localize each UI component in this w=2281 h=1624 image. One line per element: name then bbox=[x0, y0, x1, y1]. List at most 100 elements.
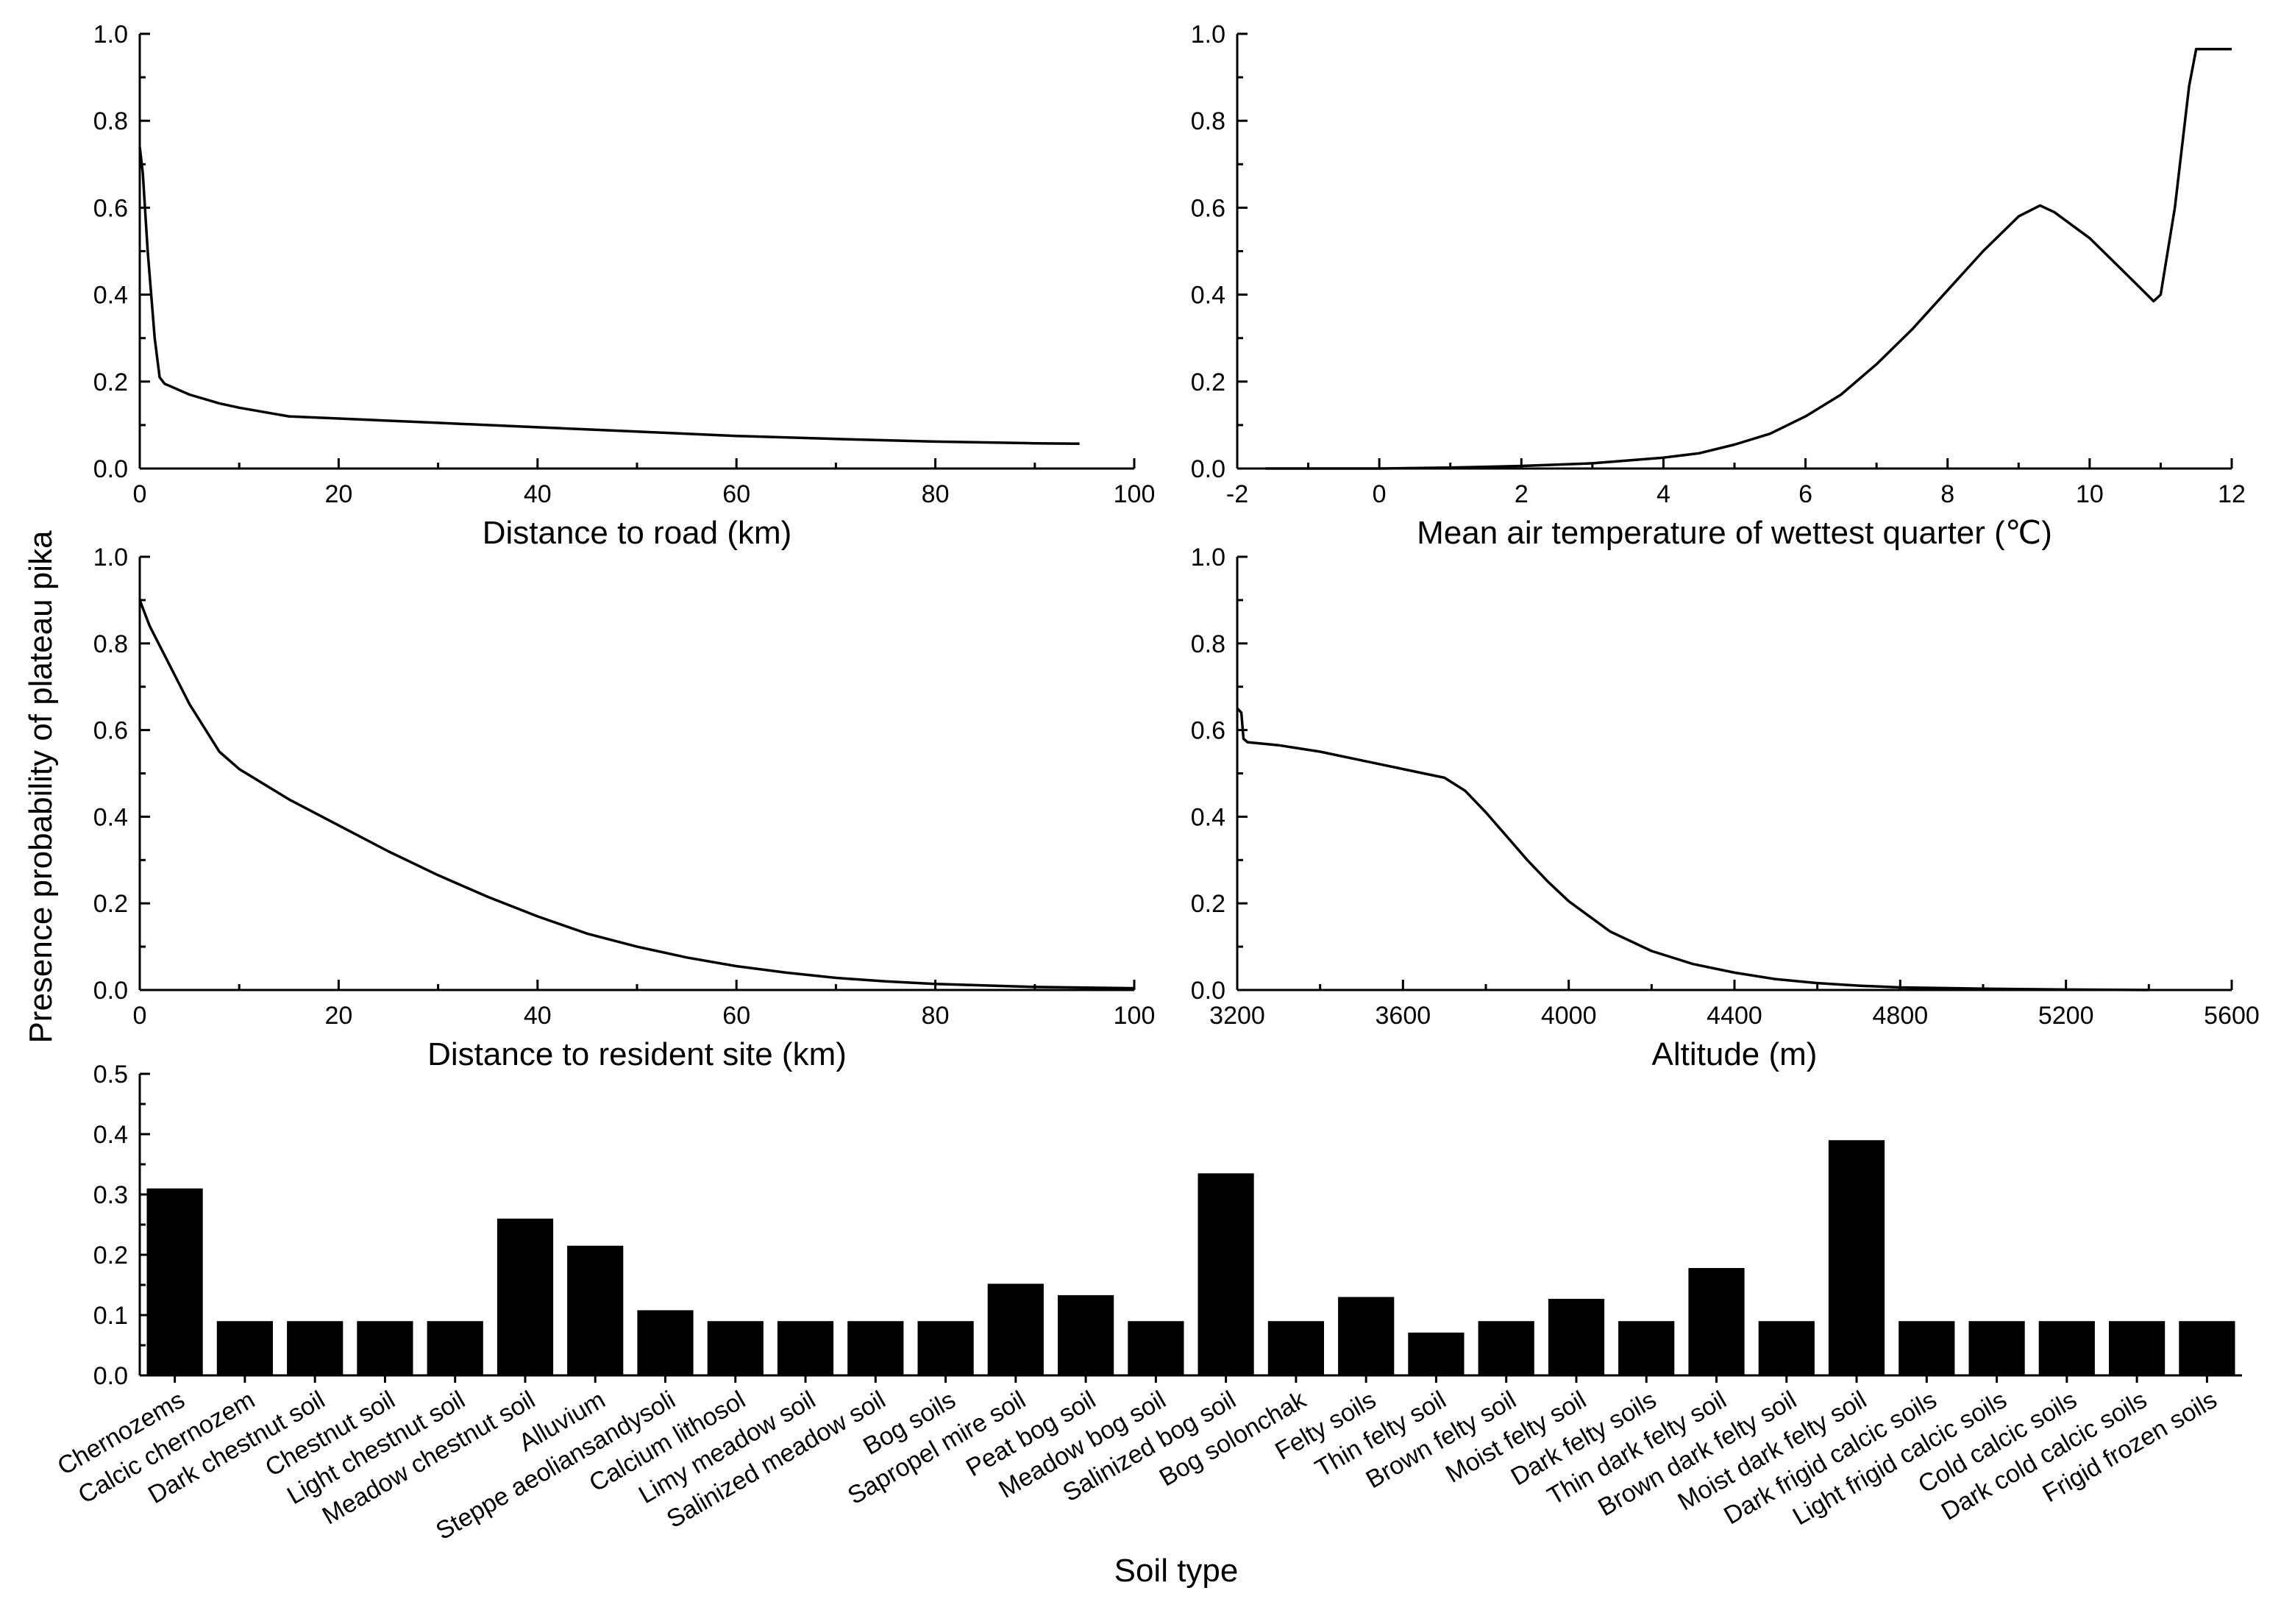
bar-10 bbox=[777, 1321, 834, 1375]
bar-15 bbox=[1128, 1321, 1184, 1375]
y-tick-label: 0.2 bbox=[93, 368, 128, 396]
bar-4 bbox=[357, 1321, 413, 1375]
x-tick-label: 4800 bbox=[1873, 1002, 1929, 1030]
x-axis-title: Distance to road (km) bbox=[483, 515, 792, 551]
bar-5 bbox=[427, 1321, 483, 1375]
bar-29 bbox=[2109, 1321, 2166, 1375]
y-tick-label: 0.0 bbox=[93, 977, 128, 1005]
bar-17 bbox=[1267, 1321, 1324, 1375]
y-tick-label: 0.0 bbox=[1191, 977, 1225, 1005]
y-tick-label: 0.4 bbox=[1191, 803, 1225, 831]
y-tick-label: 0.6 bbox=[1191, 717, 1225, 745]
x-tick-label: 2 bbox=[1515, 480, 1529, 508]
x-tick-label: 3200 bbox=[1209, 1002, 1265, 1030]
y-tick-label: 0.6 bbox=[1191, 194, 1225, 222]
y-tick-label: 0.6 bbox=[93, 194, 128, 222]
x-tick-label: 3600 bbox=[1376, 1002, 1431, 1030]
y-tick-label: 0.4 bbox=[93, 282, 128, 310]
y-tick-label: 0.3 bbox=[93, 1181, 128, 1209]
bar-9 bbox=[707, 1321, 764, 1375]
y-tick-label: 0.4 bbox=[93, 1121, 128, 1149]
y-tick-label: 0.2 bbox=[1191, 890, 1225, 918]
x-axis-title: Mean air temperature of wettest quarter … bbox=[1417, 515, 2052, 551]
x-tick-label: -2 bbox=[1226, 480, 1248, 508]
bar-19 bbox=[1408, 1332, 1465, 1375]
x-tick-label: 80 bbox=[922, 480, 950, 508]
y-tick-label: 0.0 bbox=[93, 1362, 128, 1390]
bar-12 bbox=[917, 1321, 974, 1375]
x-tick-label: 5200 bbox=[2038, 1002, 2094, 1030]
y-tick-label: 0.0 bbox=[93, 455, 128, 483]
x-tick-label: 40 bbox=[524, 480, 552, 508]
x-tick-label: 8 bbox=[1940, 480, 1954, 508]
x-tick-label: 4000 bbox=[1541, 1002, 1597, 1030]
x-tick-label: 20 bbox=[324, 480, 352, 508]
y-tick-label: 1.0 bbox=[93, 21, 128, 49]
x-tick-label: 100 bbox=[1114, 480, 1156, 508]
x-tick-label: 60 bbox=[722, 1002, 750, 1030]
y-tick-label: 0.8 bbox=[93, 107, 128, 135]
y-tick-label: 0.2 bbox=[1191, 368, 1225, 396]
bar-24 bbox=[1758, 1321, 1815, 1375]
bar-14 bbox=[1058, 1294, 1114, 1375]
bar-28 bbox=[2038, 1321, 2095, 1375]
bar-2 bbox=[216, 1321, 273, 1375]
y-tick-label: 0.8 bbox=[93, 630, 128, 658]
x-tick-label: 20 bbox=[324, 1002, 352, 1030]
bar-22 bbox=[1618, 1321, 1675, 1375]
x-tick-label: 6 bbox=[1798, 480, 1812, 508]
bar-1 bbox=[146, 1188, 203, 1375]
x-tick-label: 40 bbox=[524, 1002, 552, 1030]
panel-altitude: 3200 3600 4000 4400 4800 5200 5600 0.0 0.2 0.4 0.6… bbox=[1191, 544, 2260, 1072]
x-tick-label: 60 bbox=[722, 480, 750, 508]
y-tick-label: 1.0 bbox=[93, 544, 128, 571]
x-tick-label: 0 bbox=[1373, 480, 1387, 508]
x-tick-label: 0 bbox=[133, 1002, 147, 1030]
bar-21 bbox=[1548, 1298, 1605, 1375]
x-tick-label: 12 bbox=[2218, 480, 2246, 508]
y-tick-label: 0.2 bbox=[93, 1242, 128, 1269]
series-line-resident bbox=[138, 599, 1135, 990]
y-tick-label: 1.0 bbox=[1191, 21, 1225, 49]
x-tick-label: 0 bbox=[133, 480, 147, 508]
y-tick-label: 0.5 bbox=[93, 1061, 128, 1089]
x-tick-label: 4 bbox=[1657, 480, 1670, 508]
bar-11 bbox=[847, 1321, 904, 1375]
bar-27 bbox=[1968, 1321, 2025, 1375]
y-tick-label: 0.0 bbox=[1191, 455, 1225, 483]
bar-20 bbox=[1478, 1321, 1534, 1375]
x-tick-label: 10 bbox=[2076, 480, 2104, 508]
y-tick-label: 0.8 bbox=[1191, 630, 1225, 658]
panel-road: 0 20 40 60 80 100 0.0 0.2 0.4 0.6 0.8 1.0 Distance t… bbox=[93, 21, 1156, 551]
bar-7 bbox=[567, 1245, 624, 1375]
series-line-temperature bbox=[1265, 47, 2232, 470]
bar-18 bbox=[1338, 1297, 1395, 1375]
x-axis-title: Altitude (m) bbox=[1652, 1036, 1818, 1072]
panel-temperature: -2 0 2 4 6 8 10 12 0.0 0.2 0.4 0.6 0.8 1.0 Mean air te… bbox=[1191, 21, 2246, 551]
x-tick-label: 80 bbox=[922, 1002, 950, 1030]
y-tick-label: 0.4 bbox=[93, 803, 128, 831]
x-tick-label: 100 bbox=[1114, 1002, 1156, 1030]
y-tick-label: 1.0 bbox=[1191, 544, 1225, 571]
y-tick-label: 0.6 bbox=[93, 717, 128, 745]
bar-16 bbox=[1198, 1173, 1254, 1375]
x-axis-title: Soil type bbox=[1114, 1553, 1239, 1589]
shared-y-axis-label: Presence probability of plateau pika bbox=[23, 530, 59, 1044]
bar-6 bbox=[497, 1218, 554, 1375]
x-tick-label: 5600 bbox=[2204, 1002, 2260, 1030]
bar-25 bbox=[1828, 1140, 1885, 1375]
bar-13 bbox=[987, 1283, 1044, 1375]
bar-30 bbox=[2179, 1321, 2235, 1375]
y-tick-label: 0.2 bbox=[93, 890, 128, 918]
series-line-altitude bbox=[1236, 707, 2149, 991]
x-tick-label: 4400 bbox=[1707, 1002, 1762, 1030]
panel-resident: 0 20 40 60 80 100 0.0 0.2 0.4 0.6 0.8 1.0 Distance t… bbox=[93, 544, 1156, 1072]
bar-8 bbox=[637, 1310, 694, 1375]
y-tick-label: 0.4 bbox=[1191, 282, 1225, 310]
bar-3 bbox=[287, 1321, 344, 1375]
bar-26 bbox=[1899, 1321, 1955, 1375]
bar-23 bbox=[1688, 1268, 1745, 1375]
